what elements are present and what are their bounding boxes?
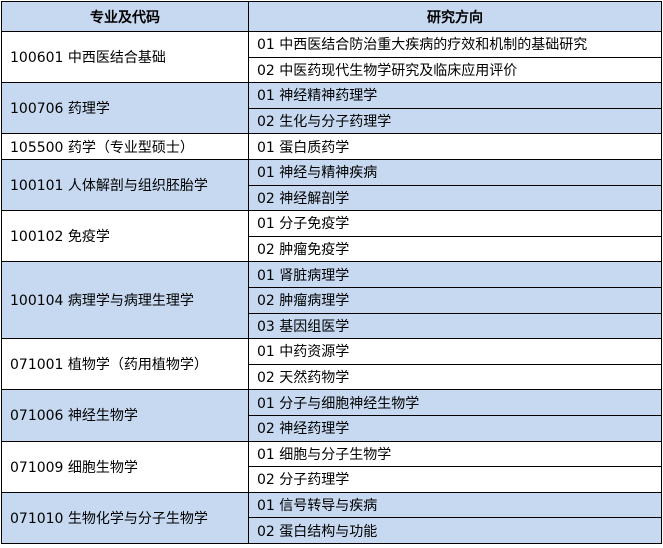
header-row: 专业及代码 研究方向 [1, 1, 662, 32]
header-major: 专业及代码 [1, 1, 249, 32]
direction-cell: 02 肿瘤免疫学 [248, 235, 662, 263]
direction-cell: 01 肾脏病理学 [248, 261, 662, 288]
major-cell: 105500 药学（专业型硕士） [1, 133, 249, 160]
major-cell: 100101 人体解剖与组织胚胎学 [1, 158, 249, 212]
direction-cell: 01 神经与精神疾病 [248, 158, 662, 186]
direction-cell: 01 神经精神药理学 [248, 82, 662, 109]
direction-cell: 01 分子与细胞神经生物学 [248, 389, 662, 416]
table-row: 100102 免疫学 01 分子免疫学 [1, 210, 662, 263]
table-row: 02 肿瘤病理学 [2, 286, 662, 314]
direction-cell: 02 中医药现代生物学研究及临床应用评价 [248, 56, 662, 84]
direction-cell: 02 生化与分子药理学 [248, 107, 662, 135]
direction-cell: 02 蛋白结构与功能 [248, 517, 662, 544]
direction-cell: 02 神经解剖学 [248, 184, 662, 212]
major-cell: 071001 植物学（药用植物学） [1, 338, 249, 391]
table-row: 100104 病理学与病理生理学 01 肾脏病理学 [1, 261, 662, 340]
table-row: 071009 细胞生物学 01 细胞与分子生物学 [1, 440, 662, 493]
table-row: 100706 药理学 01 神经精神药理学 [1, 82, 662, 135]
table-row: 03 基因组医学 [2, 312, 662, 340]
major-cell: 100102 免疫学 [1, 210, 249, 263]
major-cell: 100601 中西医结合基础 [1, 30, 249, 84]
table-row: 071006 神经生物学 01 分子与细胞神经生物学 [1, 389, 662, 442]
direction-cell: 02 天然药物学 [248, 363, 662, 391]
table-row: 02 神经药理学 [2, 414, 662, 442]
major-cell: 071006 神经生物学 [1, 389, 249, 442]
direction-cell: 01 信号转导与疾病 [248, 491, 662, 519]
direction-cell: 02 分子药理学 [248, 466, 662, 493]
major-cell: 071009 细胞生物学 [1, 440, 249, 493]
table-row: 02 分子药理学 [2, 466, 662, 493]
major-cell: 100706 药理学 [1, 82, 249, 135]
direction-cell: 02 肿瘤病理学 [248, 286, 662, 314]
header-direction: 研究方向 [248, 1, 662, 32]
direction-cell: 01 蛋白质药学 [248, 133, 662, 160]
table-row: 071001 植物学（药用植物学） 01 中药资源学 [1, 338, 662, 391]
table-row: 02 神经解剖学 [2, 184, 662, 212]
direction-cell: 01 细胞与分子生物学 [248, 440, 662, 468]
table-row: 105500 药学（专业型硕士） 01 蛋白质药学 [1, 133, 662, 160]
major-cell: 100104 病理学与病理生理学 [1, 261, 249, 340]
table-row: 100601 中西医结合基础 01 中西医结合防治重大疾病的疗效和机制的基础研究 [1, 30, 662, 84]
direction-cell: 02 神经药理学 [248, 414, 662, 442]
major-cell: 071010 生物化学与分子生物学 [1, 491, 249, 544]
direction-cell: 01 中西医结合防治重大疾病的疗效和机制的基础研究 [248, 31, 662, 58]
direction-cell: 03 基因组医学 [248, 312, 662, 340]
table-row: 02 生化与分子药理学 [2, 107, 662, 135]
table-row: 100101 人体解剖与组织胚胎学 01 神经与精神疾病 [1, 158, 662, 212]
direction-cell: 01 分子免疫学 [248, 210, 662, 237]
table-row: 02 蛋白结构与功能 [2, 517, 662, 544]
table-row: 02 中医药现代生物学研究及临床应用评价 [2, 56, 662, 84]
table-row: 02 天然药物学 [2, 363, 662, 391]
direction-cell: 01 中药资源学 [248, 338, 662, 365]
table-row: 071010 生物化学与分子生物学 01 信号转导与疾病 [1, 491, 662, 544]
